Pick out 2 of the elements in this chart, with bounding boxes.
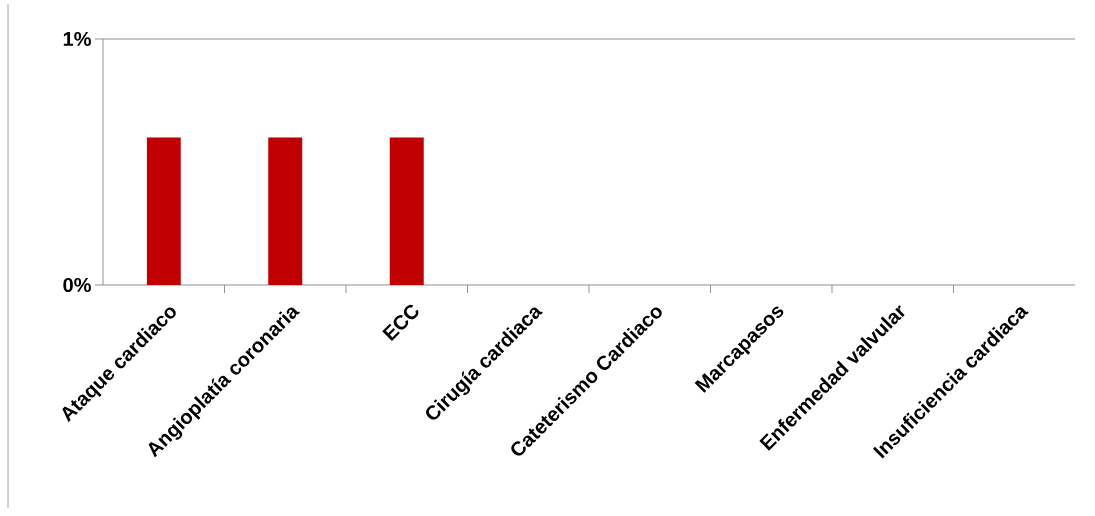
- y-tick-label: 1%: [63, 31, 91, 47]
- y-tick-label: 0%: [63, 277, 91, 293]
